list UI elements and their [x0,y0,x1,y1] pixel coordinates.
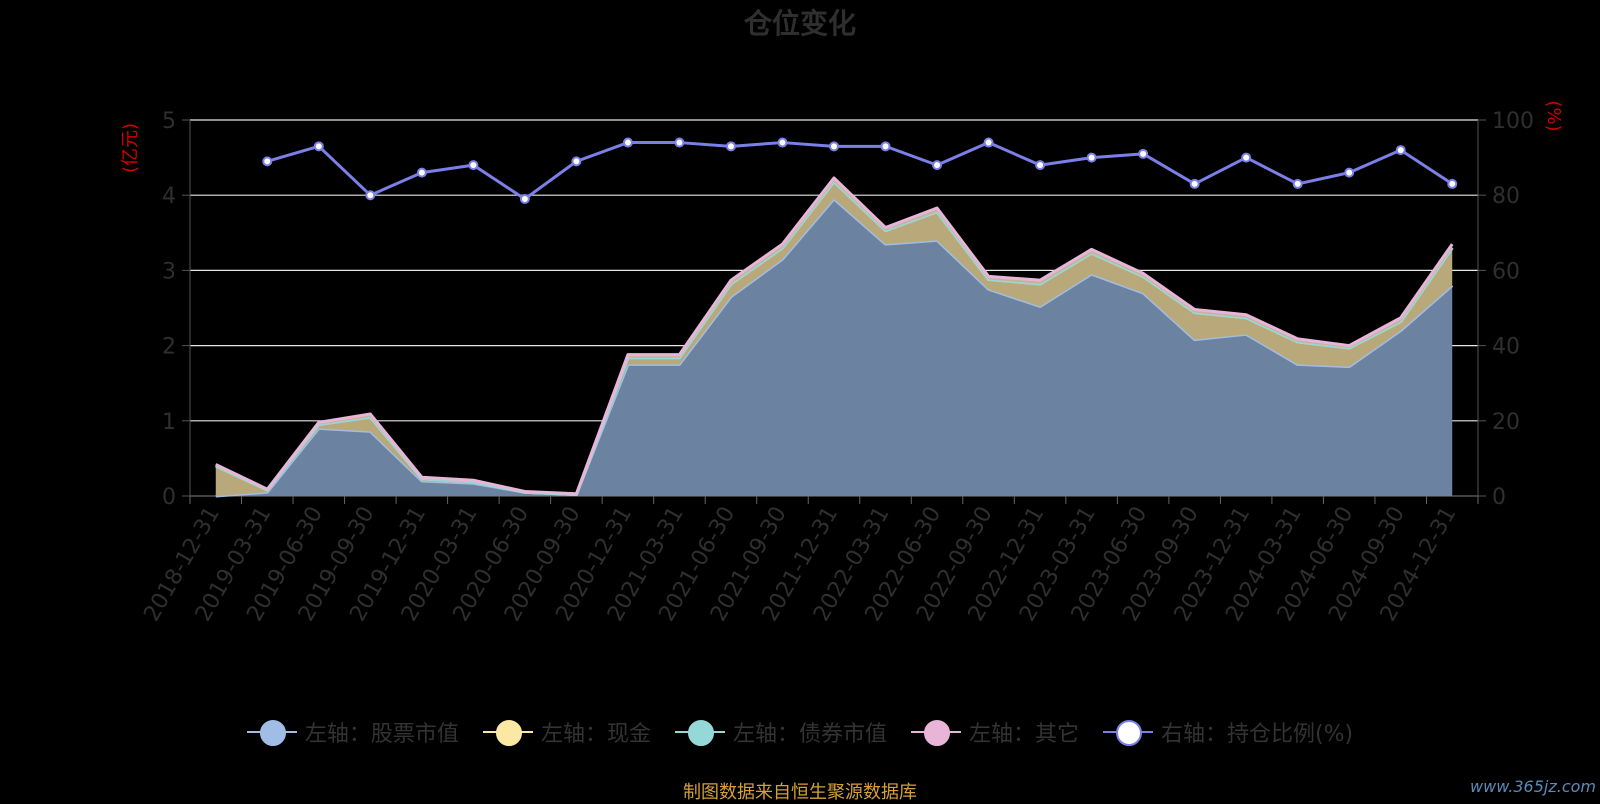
area-line-4 [215,176,1454,496]
legend-marker-icon [1102,719,1153,746]
ratio-point [725,141,736,152]
ratio-point [1241,152,1252,163]
y-left-tick-label: 3 [162,259,176,284]
legend-label: 左轴：现金 [540,722,651,747]
chart-title: 仓位变化 [743,7,856,40]
legend-item-position-ratio[interactable]: 右轴：持仓比例(%) [1102,716,1354,748]
watermark: www.365jz.com [1470,777,1596,796]
ratio-point [571,156,582,167]
ratio-point [829,141,839,152]
y-left-axis-title: (亿元) [120,123,141,173]
ratio-point [1292,178,1303,189]
legend-marker-icon [482,719,533,746]
y-right-tick-label: 100 [1492,109,1534,134]
ratio-point [1395,145,1406,156]
y-left-tick-label: 4 [162,184,176,209]
source-note: 制图数据来自恒生聚源数据库 [683,782,917,803]
legend-item-cash[interactable]: 左轴：现金 [482,716,651,748]
legend-marker-icon [910,719,961,746]
y-left-tick-label: 0 [162,485,176,510]
ratio-line [266,141,1454,201]
legend-item-bond[interactable]: 左轴：债券市值 [674,716,887,748]
ratio-point [416,167,427,178]
ratio-point [1344,167,1355,178]
y-right-axis-title: (%) [1543,100,1564,131]
ratio-point [777,137,788,148]
ratio-point [468,160,479,171]
legend-marker-icon [246,719,297,746]
ratio-point [519,193,530,204]
ratio-point [262,156,273,167]
legend-label: 左轴：股票市值 [304,722,459,747]
legend-label: 右轴：持仓比例(%) [1160,722,1354,747]
ratio-point [932,160,943,171]
ratio-point [365,190,376,201]
y-left-tick-label: 1 [162,410,176,435]
y-right-tick-label: 60 [1492,259,1520,284]
legend-label: 左轴：其它 [968,722,1079,747]
ratio-point [1189,178,1200,189]
ratio-point [1447,178,1458,189]
ratio-point [1035,160,1046,171]
y-left-tick-label: 5 [162,109,176,134]
ratio-point [1138,148,1149,159]
y-right-tick-label: 80 [1492,184,1520,209]
y-left-tick-label: 2 [162,335,176,360]
legend-item-stock[interactable]: 左轴：股票市值 [246,716,459,748]
ratio-point [313,141,324,152]
y-right-tick-label: 20 [1492,410,1520,435]
y-right-tick-label: 40 [1492,335,1520,360]
y-right-tick-label: 0 [1492,485,1506,510]
area-1 [215,198,1453,496]
ratio-point [1086,152,1097,163]
ratio-point [880,141,891,152]
ratio-point [983,137,994,148]
legend-item-other[interactable]: 左轴：其它 [910,716,1079,748]
ratio-point [674,137,685,148]
legend-label: 左轴：债券市值 [732,722,887,747]
ratio-point [622,137,633,148]
chart-legend: 左轴：股票市值 左轴：现金 左轴：债券市值 左轴：其它 右轴：持仓比例(%) [0,716,1600,748]
legend-marker-icon [674,719,725,746]
